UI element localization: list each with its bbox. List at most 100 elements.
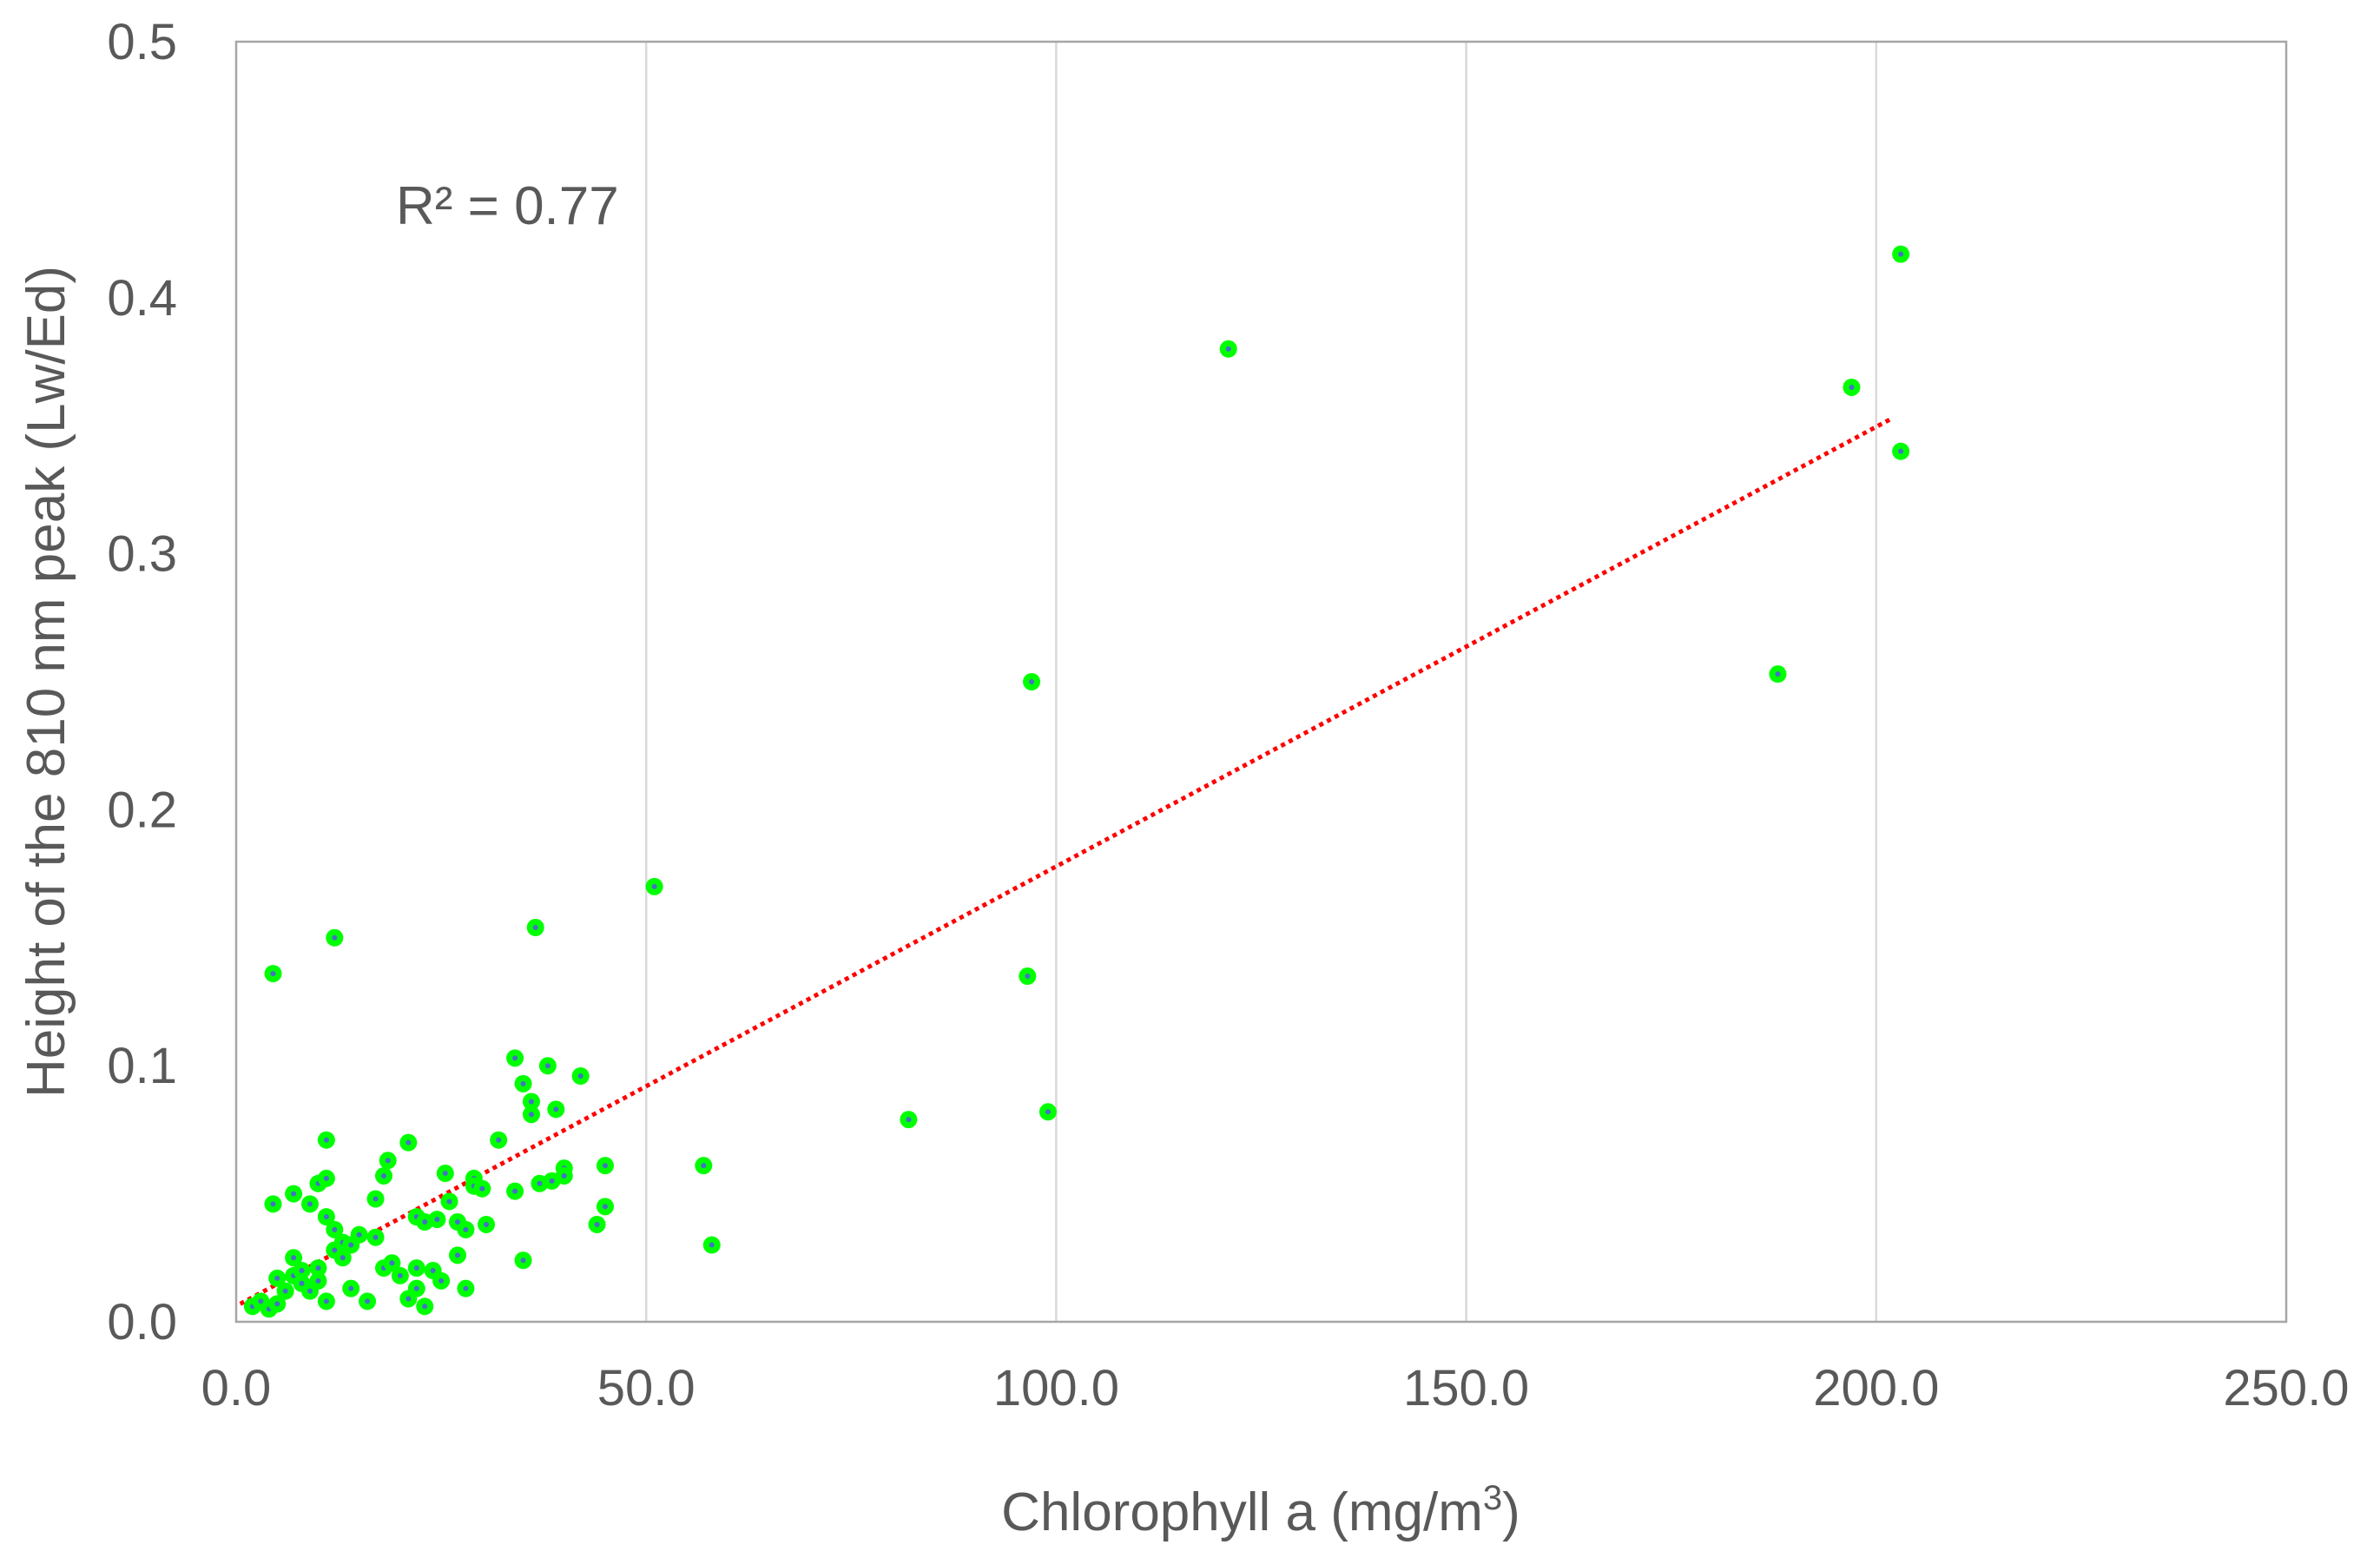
data-point-center (1849, 384, 1855, 390)
data-point (490, 1131, 508, 1149)
data-point-center (602, 1163, 608, 1169)
data-point-center (323, 1214, 329, 1220)
data-point-center (544, 1063, 550, 1069)
y-tick-label: 0.2 (107, 782, 177, 838)
data-point-center (528, 1099, 534, 1105)
data-point (596, 1198, 614, 1216)
x-axis-title-superscript: 3 (1483, 1479, 1502, 1517)
data-point-center (479, 1185, 485, 1192)
data-point-center (332, 934, 338, 941)
data-point-center (356, 1231, 362, 1238)
data-point-center (372, 1234, 379, 1240)
data-point-center (422, 1219, 428, 1225)
data-point (326, 928, 344, 947)
data-point (391, 1266, 409, 1284)
x-axis-title-end: ) (1502, 1482, 1520, 1542)
x-axis-title: Chlorophyll a (mg/m3) (1001, 1479, 1520, 1542)
data-point (309, 1271, 327, 1290)
y-tick-label: 0.3 (107, 526, 177, 583)
x-tick-label: 150.0 (1403, 1360, 1529, 1416)
data-point (309, 1259, 327, 1277)
data-point (1219, 340, 1237, 358)
data-point (1769, 665, 1787, 683)
data-point-center (397, 1272, 403, 1278)
data-point (383, 1254, 401, 1272)
data-point (436, 1165, 454, 1183)
data-point-center (520, 1258, 526, 1264)
data-point-center (323, 1298, 329, 1304)
data-point-center (520, 1080, 526, 1086)
data-point-center (413, 1285, 419, 1291)
data-point-center (651, 883, 657, 889)
data-point (440, 1192, 458, 1211)
data-point-center (553, 1106, 559, 1112)
r-squared-annotation: R² = 0.77 (396, 176, 619, 236)
axis-ticks: 0.0 50.0 100.0 150.0 200.0 250.0 0.0 0.1 0.2 0.3 0… (107, 14, 2349, 1416)
data-point (379, 1152, 397, 1170)
data-point-center (372, 1196, 379, 1202)
data-point (1843, 378, 1861, 396)
data-point-center (484, 1221, 490, 1227)
data-point (317, 1169, 335, 1187)
data-point-center (299, 1280, 305, 1286)
data-point-center (340, 1255, 346, 1261)
data-point-center (270, 971, 276, 977)
data-point-center (332, 1247, 338, 1253)
data-point (478, 1215, 496, 1233)
data-point-center (299, 1268, 305, 1274)
data-point-center (270, 1201, 276, 1207)
data-point-center (389, 1260, 395, 1266)
data-point-center (528, 1112, 534, 1118)
data-point (342, 1236, 360, 1254)
data-point (326, 1220, 344, 1238)
data-point-center (1898, 251, 1904, 257)
data-point (702, 1236, 721, 1254)
data-point-center (709, 1242, 715, 1248)
plot-area-frame (234, 40, 2288, 1324)
data-point-center (405, 1139, 412, 1145)
data-points (243, 245, 1910, 1318)
data-point-center (561, 1172, 567, 1178)
data-point-center (315, 1277, 321, 1284)
data-point (268, 1269, 287, 1287)
data-point-center (1025, 974, 1031, 980)
data-point-center (291, 1191, 297, 1197)
data-point (457, 1279, 475, 1297)
data-point-center (323, 1137, 329, 1143)
data-point (538, 1057, 557, 1075)
data-point-center (380, 1172, 386, 1178)
data-point-center (594, 1221, 600, 1227)
data-point (366, 1228, 385, 1246)
data-point-center (549, 1178, 555, 1184)
data-point (514, 1251, 532, 1270)
data-point (317, 1131, 335, 1149)
data-point-center (906, 1117, 912, 1123)
data-point (506, 1182, 524, 1200)
data-point-center (307, 1288, 313, 1294)
trendline (239, 416, 1894, 1306)
data-point-center (537, 1180, 543, 1186)
data-point (526, 919, 544, 937)
data-point (407, 1259, 425, 1277)
x-tick-label: 0.0 (201, 1360, 272, 1416)
data-point (1023, 673, 1041, 690)
data-point (506, 1049, 524, 1067)
y-axis-title: Height of the 810 nm peak (Lw/Ed) (16, 266, 76, 1098)
data-point (276, 1282, 294, 1300)
data-point (374, 1166, 392, 1185)
data-point (596, 1157, 614, 1175)
data-point-center (454, 1252, 460, 1258)
y-tick-label: 0.1 (107, 1038, 177, 1094)
data-point-center (413, 1265, 419, 1271)
data-point-center (463, 1226, 469, 1232)
data-point (317, 1292, 335, 1310)
data-point-center (422, 1304, 428, 1310)
x-tick-label: 50.0 (597, 1360, 696, 1416)
x-tick-label: 200.0 (1813, 1360, 1939, 1416)
data-point-center (307, 1201, 313, 1207)
data-point (1019, 967, 1037, 986)
data-point (342, 1279, 360, 1297)
data-point (1892, 245, 1910, 263)
data-point (264, 965, 282, 983)
y-tick-label: 0.5 (107, 14, 177, 70)
